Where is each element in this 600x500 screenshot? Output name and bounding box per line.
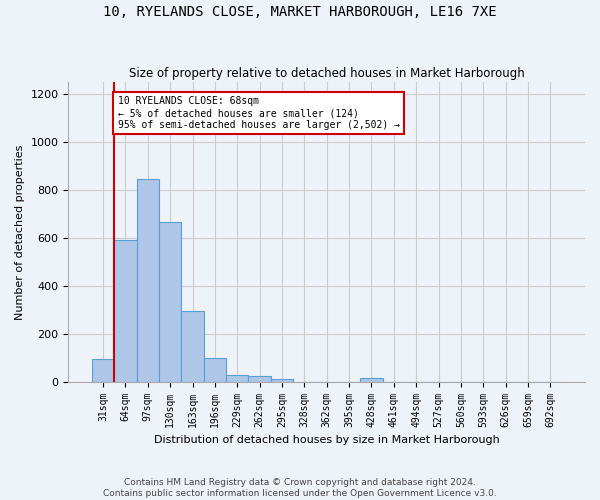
Bar [114,240,137,382]
Bar [226,374,248,382]
Bar [271,380,293,382]
Title: Size of property relative to detached houses in Market Harborough: Size of property relative to detached ho… [129,66,524,80]
Bar [181,311,204,382]
Bar [137,179,159,382]
Bar [360,378,383,382]
Bar [92,359,114,382]
Text: Contains HM Land Registry data © Crown copyright and database right 2024.
Contai: Contains HM Land Registry data © Crown c… [103,478,497,498]
Text: 10 RYELANDS CLOSE: 68sqm
← 5% of detached houses are smaller (124)
95% of semi-d: 10 RYELANDS CLOSE: 68sqm ← 5% of detache… [118,96,400,130]
Y-axis label: Number of detached properties: Number of detached properties [15,144,25,320]
Bar [204,358,226,382]
Text: 10, RYELANDS CLOSE, MARKET HARBOROUGH, LE16 7XE: 10, RYELANDS CLOSE, MARKET HARBOROUGH, L… [103,5,497,19]
Bar [248,376,271,382]
Bar [159,222,181,382]
X-axis label: Distribution of detached houses by size in Market Harborough: Distribution of detached houses by size … [154,435,500,445]
